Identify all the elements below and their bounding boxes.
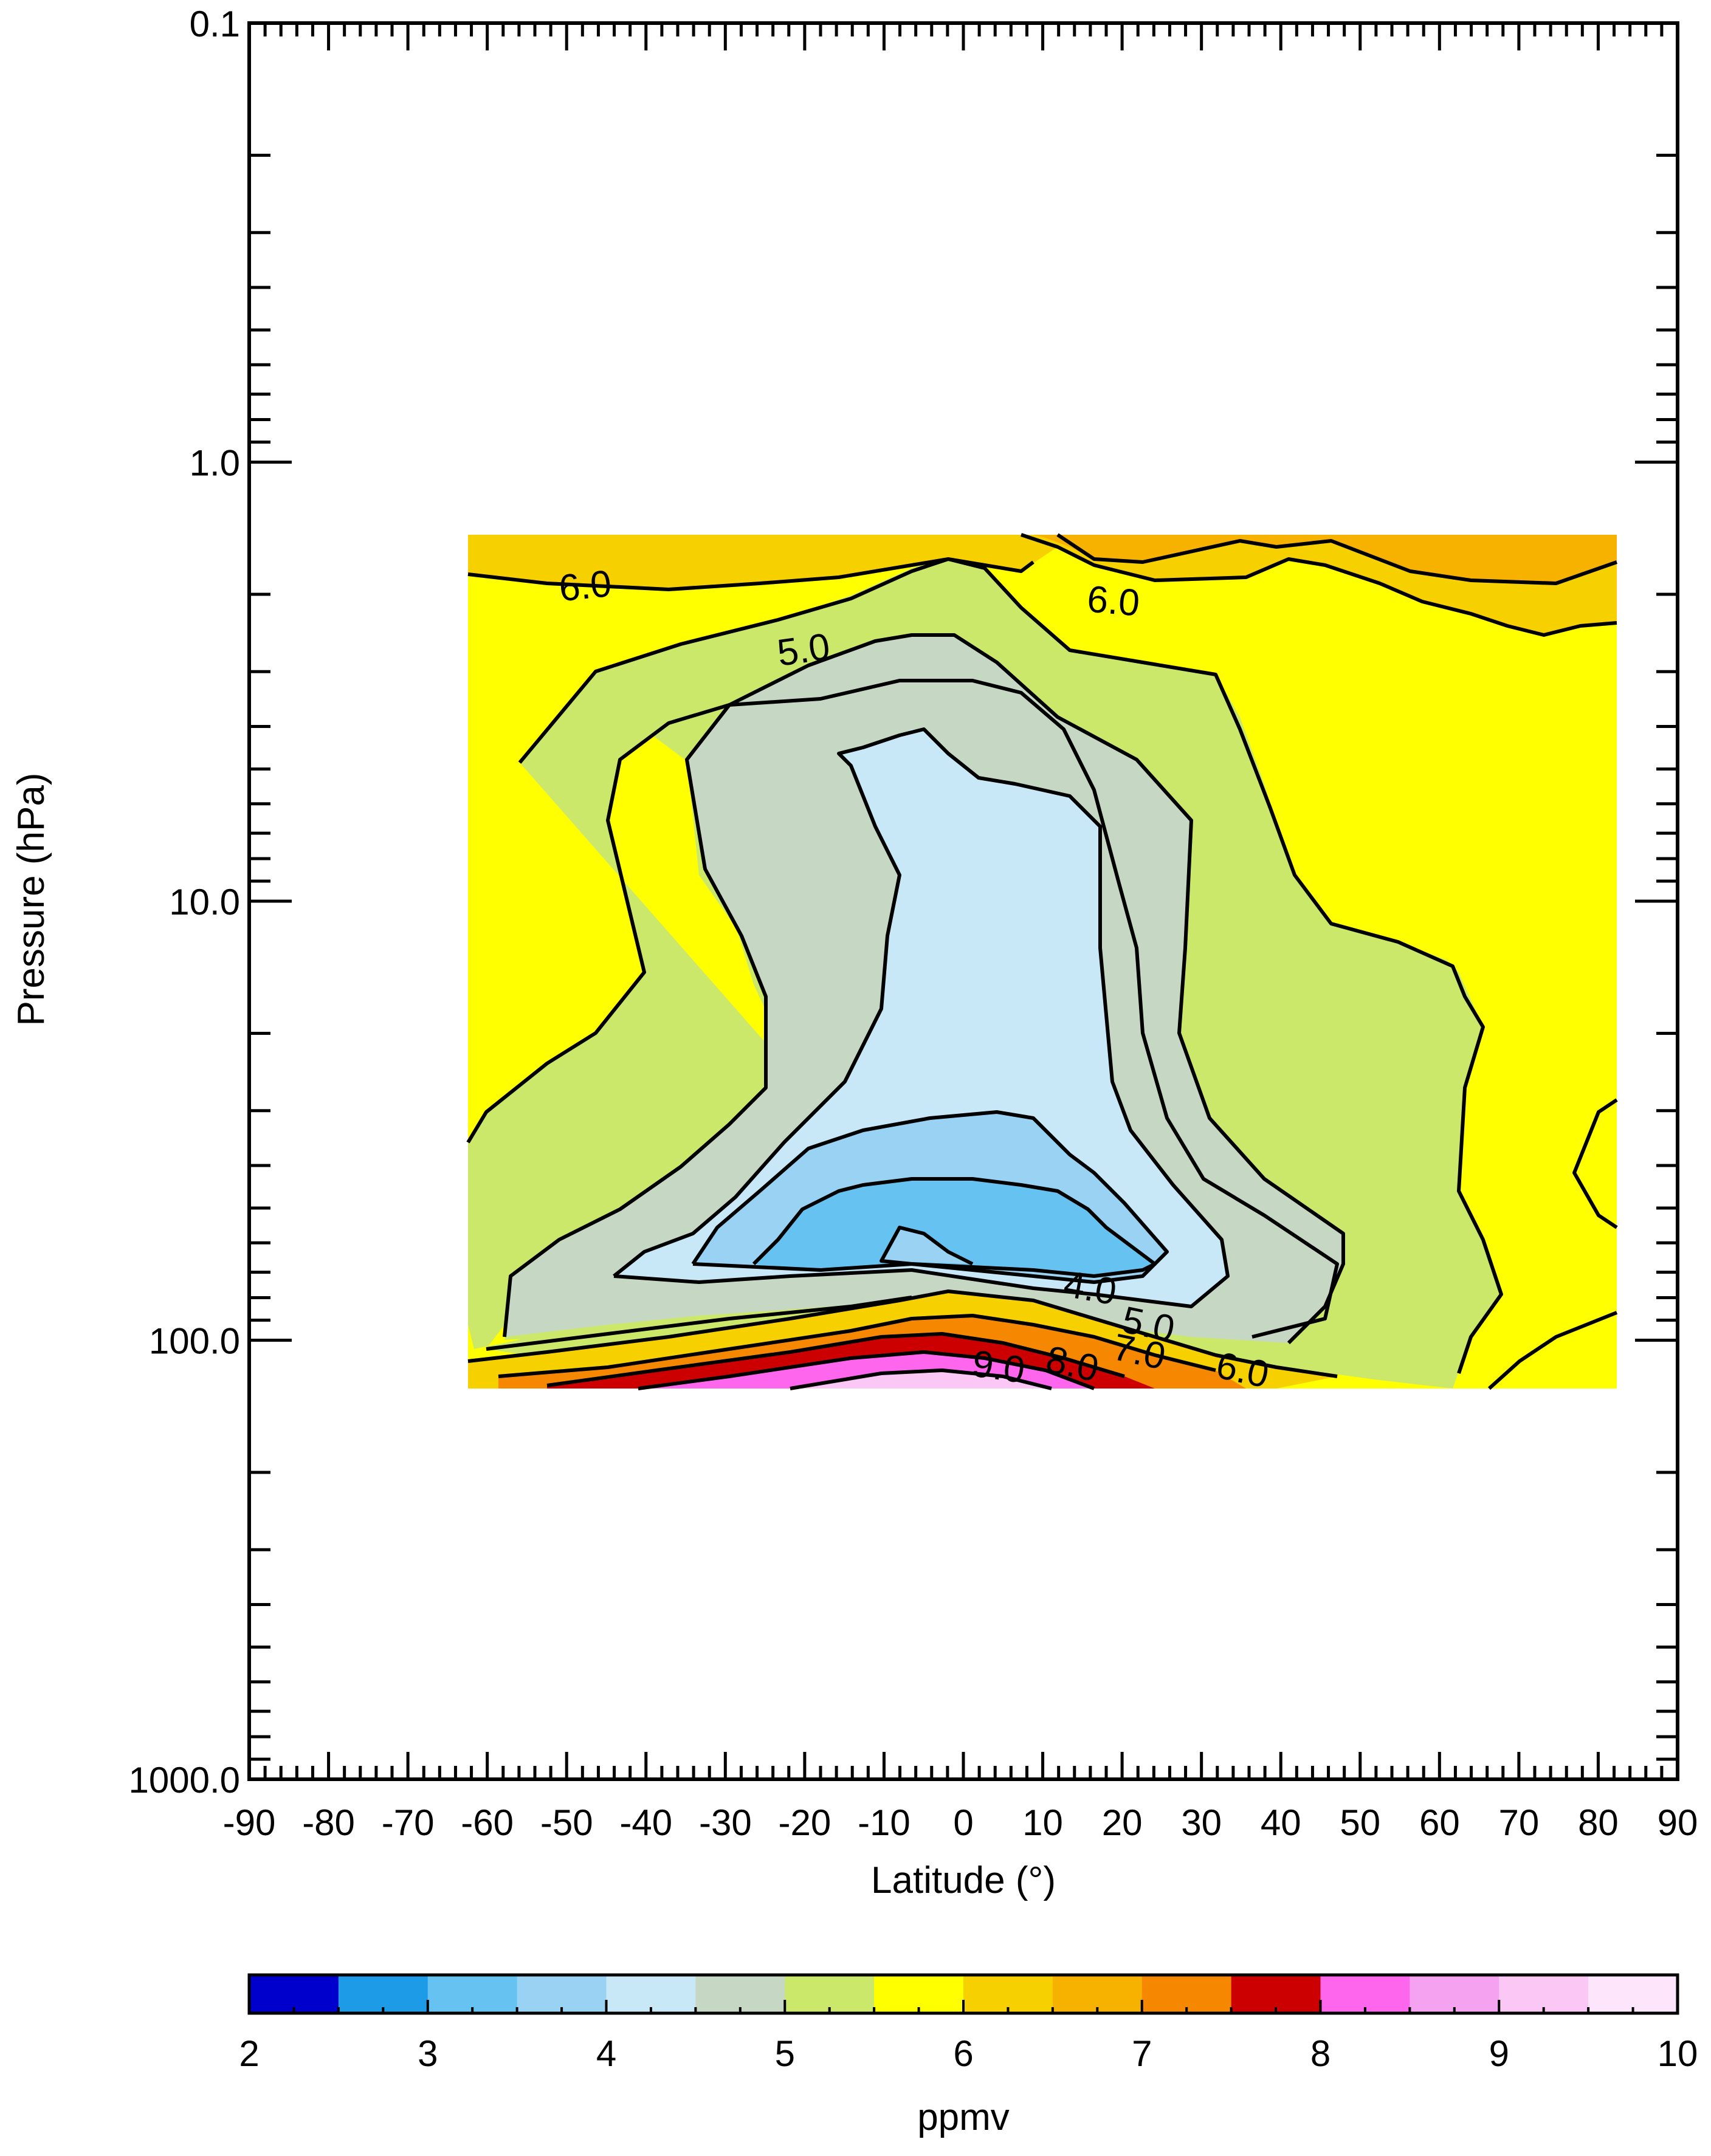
contour-line-upper-left-6	[467, 557, 1035, 591]
colorbar-segment	[1052, 1975, 1143, 2013]
field-green-right	[1574, 1100, 1617, 1227]
contour-lines	[466, 533, 1618, 1390]
colorbar-segment	[1410, 1975, 1499, 2013]
contour-line-tropopause-d	[638, 1350, 1095, 1390]
colorbar-segment	[606, 1975, 696, 2013]
contour-line-upper-right-6b	[1056, 533, 1617, 585]
contour-label: 6.0	[1086, 578, 1141, 624]
colorbar-segment	[695, 1975, 785, 2013]
colorbar-segment	[1588, 1975, 1678, 2013]
contour-line-3.5	[691, 1110, 1169, 1284]
y-axis-title: Pressure (hPa)	[10, 773, 52, 1026]
contour-line-5-wide	[518, 557, 1503, 1374]
colorbar-segment	[338, 1975, 429, 2013]
x-tick-label: -10	[858, 1802, 911, 1843]
contour-line-tropopause-a	[467, 1289, 1338, 1378]
contour-line-4.5	[503, 633, 1345, 1345]
colorbar-tick-label: 8	[1310, 2033, 1331, 2074]
contour-line-3.0	[752, 1177, 1157, 1278]
y-tick-label: 10.0	[169, 882, 240, 922]
x-tick-label: 50	[1340, 1802, 1380, 1843]
contour-line-4.0	[613, 727, 1230, 1308]
x-tick-label: -90	[223, 1802, 276, 1843]
contour-line-5-right-blob	[1572, 1098, 1618, 1229]
colorbar-title: ppmv	[917, 2096, 1010, 2138]
contour-line-tropopause-b	[498, 1314, 1216, 1378]
x-tick-label: 10	[1022, 1802, 1063, 1843]
colorbar: 2 3 4 5 6 7 8 9 10	[239, 1973, 1698, 2074]
x-tick-label: -60	[461, 1802, 514, 1843]
contour-line-tropopause-e	[790, 1368, 1052, 1390]
x-tick-label: 60	[1419, 1802, 1460, 1843]
x-tick-label: -40	[619, 1802, 672, 1843]
contour-line-tropopause-c	[546, 1332, 1125, 1387]
x-tick-label: 40	[1261, 1802, 1301, 1843]
colorbar-segment	[963, 1975, 1053, 2013]
field-upper-dark-orange	[1033, 535, 1617, 583]
y-tick-label: 1000.0	[128, 1760, 240, 1801]
x-tick-label: -80	[302, 1802, 355, 1843]
field-blue	[754, 1179, 1155, 1276]
y-tick-label: 0.1	[190, 4, 240, 44]
colorbar-tick-label: 6	[953, 2033, 973, 2074]
contour-label: 5.0	[775, 626, 833, 675]
x-tick-label: -30	[699, 1802, 752, 1843]
field-upper-orange	[468, 535, 1617, 635]
colorbar-segment	[249, 1975, 339, 2013]
colorbar-segment	[874, 1975, 964, 2013]
contour-field	[468, 535, 1617, 1389]
x-tick-label: -70	[382, 1802, 435, 1843]
x-tick-label: 20	[1102, 1802, 1143, 1843]
colorbar-segment	[1320, 1975, 1410, 2013]
x-tick-label: -50	[540, 1802, 593, 1843]
x-axis-title: Latitude (°)	[871, 1859, 1056, 1901]
x-tick-label: 90	[1658, 1802, 1698, 1843]
contour-label: 9.0	[969, 1343, 1027, 1392]
contour-label: 6.0	[557, 563, 613, 610]
x-axis: -90 -80 -70 -60 -50 -40 -30 -20 -10 0 10 20 30 40 50 60…	[223, 23, 1698, 1843]
colorbar-tick-label: 9	[1489, 2033, 1509, 2074]
y-tick-label: 1.0	[190, 443, 240, 484]
x-tick-label: 30	[1181, 1802, 1222, 1843]
colorbar-tick-label: 2	[239, 2033, 259, 2074]
colorbar-tick-label: 5	[775, 2033, 795, 2074]
contour-line-tropopause-f	[486, 1296, 912, 1351]
x-tick-label: 80	[1578, 1802, 1619, 1843]
contour-line-bottom-right	[1487, 1311, 1618, 1390]
contour-line-upper-right-6	[1021, 533, 1617, 637]
colorbar-tick-label: 7	[1132, 2033, 1152, 2074]
colorbar-segment	[517, 1975, 607, 2013]
colorbar-tick-label: 3	[418, 2033, 438, 2074]
colorbar-tick-label: 4	[596, 2033, 616, 2074]
colorbar-segment	[1231, 1975, 1321, 2013]
x-tick-label: 70	[1499, 1802, 1540, 1843]
colorbar-segment	[1141, 1975, 1232, 2013]
y-tick-label: 100.0	[149, 1321, 240, 1362]
y-axis: 0.1 1.0 10.0 100.0 1000.0	[128, 4, 1678, 1801]
field-blue-notch	[881, 1227, 973, 1264]
contour-line-5-outer	[466, 679, 1339, 1339]
x-tick-label: 0	[953, 1802, 973, 1843]
colorbar-segment	[427, 1975, 518, 2013]
contour-label: 4.0	[1061, 1263, 1120, 1313]
x-tick-label: -20	[779, 1802, 831, 1843]
colorbar-segment	[1499, 1975, 1589, 2013]
colorbar-segment	[785, 1975, 875, 2013]
colorbar-tick-label: 10	[1658, 2033, 1698, 2074]
